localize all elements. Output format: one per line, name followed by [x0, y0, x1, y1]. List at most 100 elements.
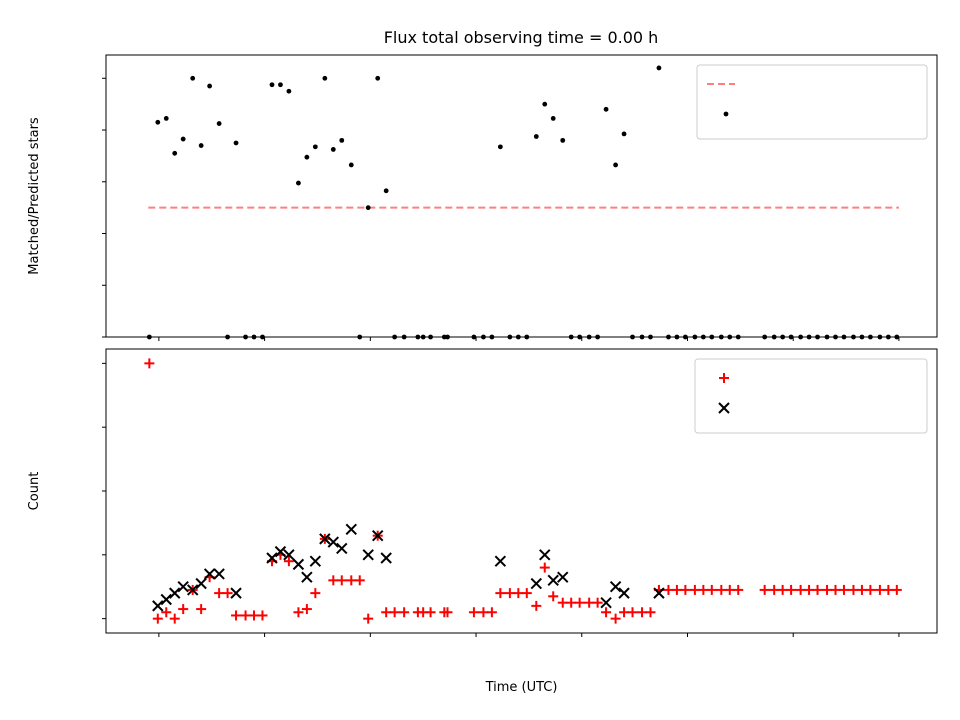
measurement-point	[859, 334, 865, 340]
matched-star-point	[663, 584, 674, 595]
matched-star-point	[716, 584, 727, 595]
predicted-star-point	[203, 568, 216, 580]
predicted-star-point-stroke-b	[345, 523, 357, 535]
matched-star-point	[389, 607, 400, 618]
legend-x-swatch-stroke-b	[718, 402, 730, 414]
measurement-point	[648, 334, 653, 340]
measurement-point	[155, 119, 161, 125]
measurement-point	[269, 82, 275, 88]
chart-title: Flux total observing time = 0.00 h	[384, 28, 659, 47]
matched-star-point	[504, 588, 515, 599]
matched-star-point	[548, 591, 559, 602]
measurement-point	[824, 334, 830, 340]
predicted-star-point	[292, 558, 305, 571]
predicted-star-point-stroke-b	[169, 587, 181, 599]
matched-star-point	[425, 607, 436, 618]
measurement-point	[163, 115, 169, 121]
matched-star-point	[169, 613, 180, 624]
measurement-point	[833, 334, 838, 340]
measurement-point	[497, 144, 503, 150]
matched-star-point	[592, 597, 603, 608]
measurement-point	[296, 180, 301, 186]
measurement-point	[656, 65, 662, 71]
measurement-point	[445, 334, 450, 340]
measurement-point	[260, 334, 265, 340]
measurement-point	[586, 334, 592, 340]
measurement-point	[471, 334, 477, 340]
predicted-star-point	[380, 552, 392, 564]
x-axis-label: Time (UTC)	[485, 680, 558, 695]
measurement-point	[894, 334, 900, 340]
count-series-x	[152, 523, 665, 612]
matched-star-point	[144, 358, 155, 369]
count-y-axis-label: Count	[27, 472, 42, 511]
predicted-star-point-stroke-b	[266, 552, 278, 564]
measurement-point	[524, 334, 530, 340]
measurement-point	[682, 334, 688, 340]
measurement-point	[207, 83, 213, 89]
predicted-star-point	[609, 581, 622, 593]
matched-star-point	[363, 613, 374, 624]
matched-star-point	[336, 575, 347, 586]
predicted-star-point	[345, 523, 357, 535]
matched-star-point	[399, 607, 410, 618]
matched-star-point	[566, 597, 577, 608]
measurement-point	[788, 334, 794, 340]
predicted-star-point	[336, 542, 348, 555]
matched-star-point	[231, 610, 242, 621]
predicted-star-point-stroke-b	[380, 552, 392, 564]
predicted-star-point	[327, 536, 340, 548]
measurement-point	[542, 101, 548, 107]
matched-star-point	[619, 607, 630, 618]
measurement-point	[420, 334, 426, 340]
measurement-point	[146, 334, 152, 340]
measurement-point	[692, 334, 698, 340]
measurement-point	[515, 334, 521, 340]
predicted-star-point-stroke-b	[203, 568, 216, 580]
matched-star-point	[856, 584, 867, 595]
predicted-star-point-stroke-b	[557, 571, 569, 583]
predicted-star-point-stroke-b	[372, 529, 384, 542]
predicted-star-point	[186, 584, 199, 596]
matched-star-point	[214, 588, 225, 599]
matched-star-point	[733, 584, 744, 595]
ratio-legend	[696, 64, 928, 140]
measurement-point	[180, 136, 186, 142]
matched-star-point	[838, 584, 849, 595]
measurement-point	[365, 205, 371, 211]
matched-star-point	[883, 584, 894, 595]
predicted-star-point-stroke-b	[283, 549, 295, 561]
measurement-point	[577, 334, 583, 340]
matched-star-point	[240, 610, 251, 621]
matched-star-point	[354, 575, 365, 586]
matched-star-point	[574, 597, 585, 608]
matched-star-point	[178, 604, 189, 615]
measurement-point	[481, 334, 486, 340]
matched-star-point	[310, 588, 321, 599]
predicted-star-point	[557, 571, 569, 583]
legend-x-swatch	[718, 402, 730, 414]
matched-star-point	[822, 584, 833, 595]
matched-star-point	[161, 607, 172, 618]
measurement-point	[375, 75, 381, 81]
count-legend	[694, 358, 928, 434]
measurement-point	[885, 334, 891, 340]
predicted-star-point	[266, 552, 278, 564]
count-legend-box	[694, 358, 928, 434]
measurement-point	[841, 334, 847, 340]
measurement-point	[243, 334, 248, 340]
matched-star-point	[671, 584, 682, 595]
predicted-star-point-stroke-b	[186, 584, 199, 596]
ratio-legend-box	[696, 64, 928, 140]
predicted-star-point	[539, 549, 551, 561]
matched-star-point	[804, 584, 815, 595]
predicted-star-point-stroke-b	[600, 596, 612, 609]
matched-star-point	[478, 607, 489, 618]
matched-star-point	[637, 607, 648, 618]
measurement-point	[392, 334, 398, 340]
measurement-point	[233, 140, 239, 146]
matched-star-point	[222, 588, 233, 599]
legend-plus-swatch	[719, 373, 729, 383]
predicted-star-point	[309, 555, 322, 567]
measurement-point	[401, 334, 407, 340]
